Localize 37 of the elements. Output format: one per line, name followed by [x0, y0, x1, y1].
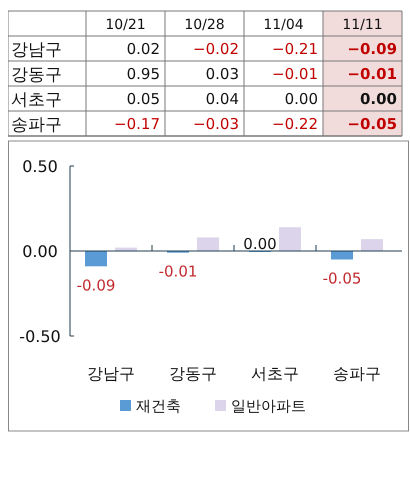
- x-tick-label: 10/21: [105, 17, 146, 33]
- y-tick-label: 강동구: [11, 64, 62, 85]
- data-label: -0.09: [76, 276, 116, 294]
- data-label: 0.04: [206, 90, 239, 108]
- legend-label: 재건축: [136, 397, 181, 415]
- x-tick-label: 강남구: [87, 364, 135, 383]
- data-label: 0.00: [284, 90, 318, 108]
- data-label: 0.00: [243, 235, 277, 253]
- data-label: −0.01: [347, 65, 397, 83]
- data-label: −0.02: [193, 40, 239, 58]
- data-label: 0.95: [126, 65, 160, 83]
- legend-label: 일반아파트: [231, 397, 306, 415]
- data-label: 0.03: [206, 65, 239, 83]
- x-tick-label: 강동구: [169, 364, 217, 383]
- x-tick-label: 서초구: [251, 364, 299, 383]
- y-tick-label: 송파구: [11, 114, 62, 135]
- y-tick-label: -0.50: [19, 327, 61, 346]
- data-label: −0.09: [347, 40, 397, 58]
- data-label: −0.01: [272, 65, 318, 83]
- data-label: −0.17: [114, 115, 160, 133]
- x-tick-label: 송파구: [333, 364, 381, 383]
- x-tick-label: 11/11: [342, 17, 383, 33]
- y-tick-label: 0.50: [22, 157, 58, 176]
- x-tick-label: 10/28: [184, 17, 225, 33]
- data-label: 0.00: [360, 90, 397, 108]
- y-tick-label: 서초구: [11, 90, 62, 110]
- data-label: −0.21: [272, 40, 318, 58]
- y-tick-label: 강남구: [11, 40, 62, 60]
- data-label: −0.22: [272, 115, 318, 133]
- data-label: −0.03: [193, 115, 239, 133]
- x-tick-label: 11/04: [263, 17, 304, 33]
- y-tick-label: 0.00: [22, 242, 58, 261]
- data-label: 0.02: [126, 40, 160, 58]
- data-label: 0.05: [126, 90, 160, 108]
- data-label: −0.05: [347, 115, 397, 133]
- data-label: -0.05: [322, 270, 362, 288]
- data-label: -0.01: [158, 262, 198, 281]
